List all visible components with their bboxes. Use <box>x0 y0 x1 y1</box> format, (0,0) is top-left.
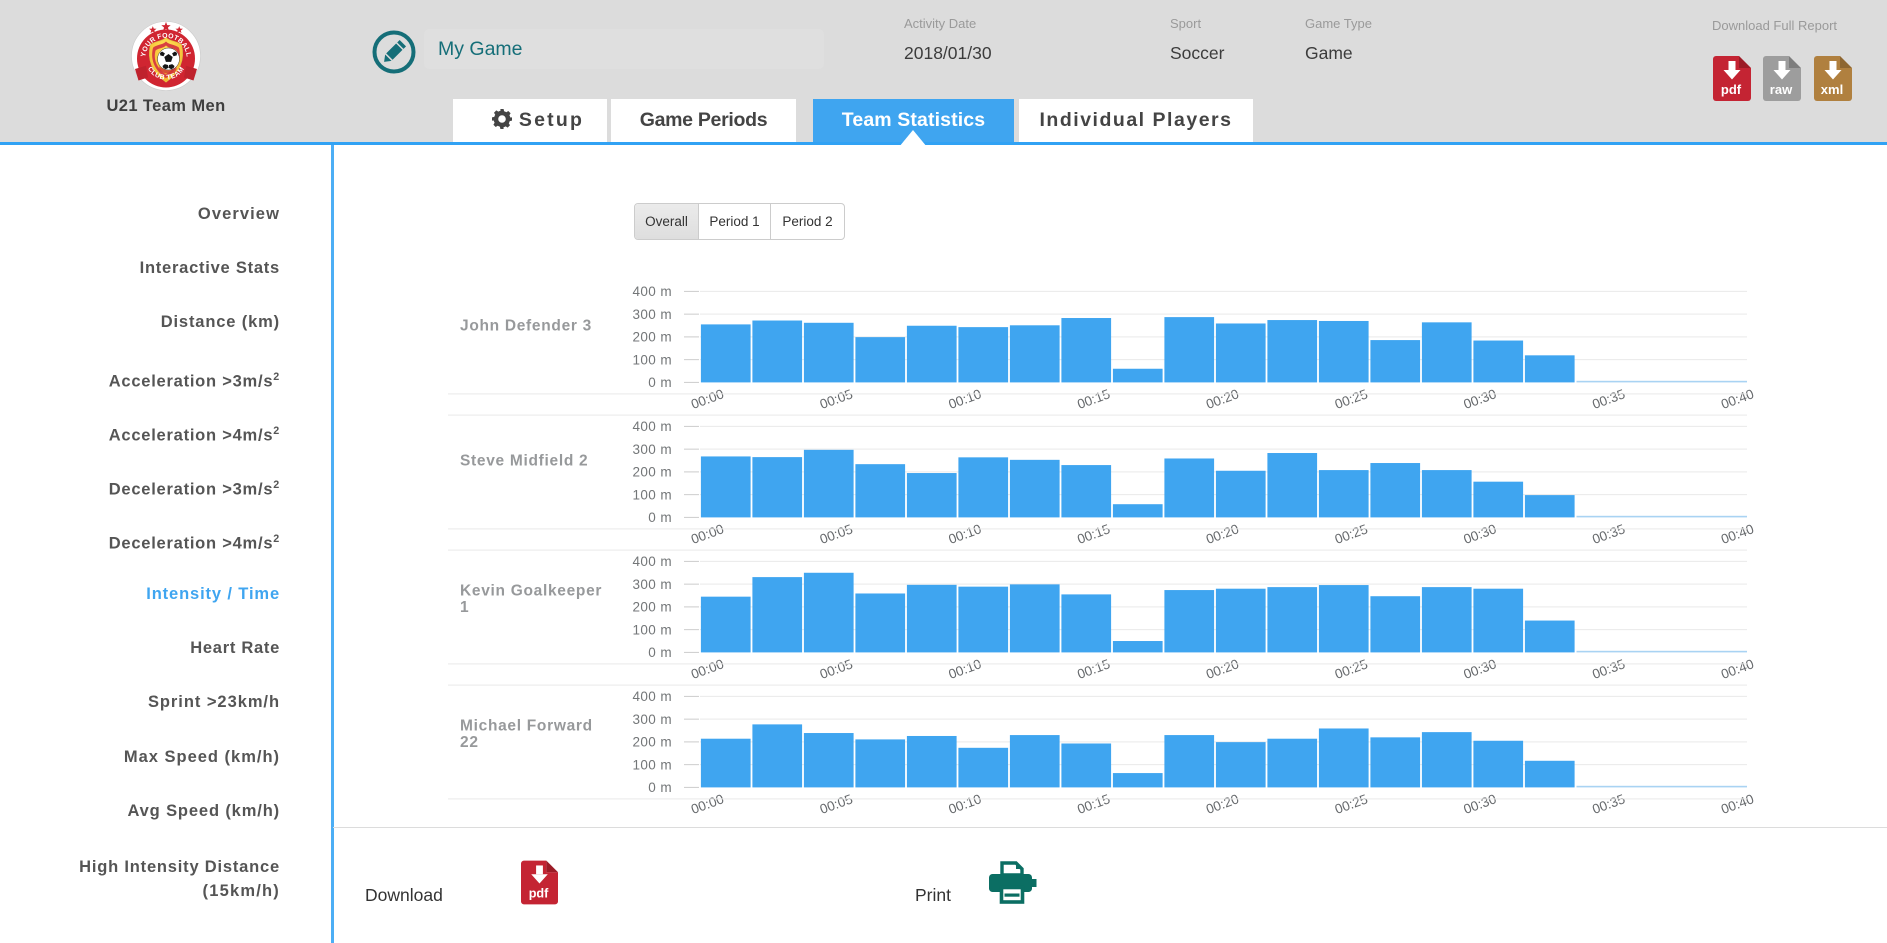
svg-text:Kevin Goalkeeper: Kevin Goalkeeper <box>460 583 602 600</box>
svg-text:00:05: 00:05 <box>818 521 855 547</box>
svg-text:400 m: 400 m <box>632 419 672 434</box>
svg-text:00:35: 00:35 <box>1590 791 1627 817</box>
svg-text:00:20: 00:20 <box>1204 656 1241 682</box>
svg-text:John Defender 3: John Defender 3 <box>460 317 592 334</box>
svg-text:00:40: 00:40 <box>1719 791 1756 817</box>
svg-text:00:15: 00:15 <box>1075 656 1112 682</box>
svg-text:00:15: 00:15 <box>1075 386 1112 412</box>
svg-text:400 m: 400 m <box>632 554 672 569</box>
svg-text:00:25: 00:25 <box>1333 521 1370 547</box>
svg-text:00:05: 00:05 <box>818 791 855 817</box>
svg-text:xml: xml <box>1821 82 1843 97</box>
svg-text:400 m: 400 m <box>632 689 672 704</box>
svg-text:00:25: 00:25 <box>1333 791 1370 817</box>
svg-text:Michael Forward: Michael Forward <box>460 718 593 735</box>
svg-text:300 m: 300 m <box>632 712 672 727</box>
svg-text:00:10: 00:10 <box>947 386 984 412</box>
svg-text:00:20: 00:20 <box>1204 791 1241 817</box>
svg-text:0 m: 0 m <box>648 780 672 795</box>
svg-text:00:40: 00:40 <box>1719 386 1756 412</box>
svg-text:100 m: 100 m <box>632 622 672 637</box>
svg-text:00:00: 00:00 <box>689 656 726 682</box>
svg-text:00:30: 00:30 <box>1462 521 1499 547</box>
svg-text:0 m: 0 m <box>648 645 672 660</box>
svg-text:100 m: 100 m <box>632 487 672 502</box>
svg-text:pdf: pdf <box>1721 82 1742 97</box>
svg-text:00:00: 00:00 <box>689 386 726 412</box>
svg-text:00:05: 00:05 <box>818 656 855 682</box>
svg-text:00:25: 00:25 <box>1333 386 1370 412</box>
svg-text:1: 1 <box>460 599 469 616</box>
svg-text:pdf: pdf <box>529 887 549 901</box>
svg-text:00:35: 00:35 <box>1590 386 1627 412</box>
svg-text:raw: raw <box>1770 82 1793 97</box>
svg-text:22: 22 <box>460 734 479 751</box>
svg-text:00:10: 00:10 <box>947 656 984 682</box>
svg-text:00:25: 00:25 <box>1333 656 1370 682</box>
svg-text:00:40: 00:40 <box>1719 521 1756 547</box>
svg-text:300 m: 300 m <box>632 442 672 457</box>
svg-text:200 m: 200 m <box>632 735 672 750</box>
svg-text:100 m: 100 m <box>632 757 672 772</box>
svg-text:00:00: 00:00 <box>689 791 726 817</box>
svg-text:00:20: 00:20 <box>1204 386 1241 412</box>
svg-text:00:15: 00:15 <box>1075 791 1112 817</box>
svg-text:300 m: 300 m <box>632 577 672 592</box>
svg-text:200 m: 200 m <box>632 330 672 345</box>
svg-text:00:15: 00:15 <box>1075 521 1112 547</box>
svg-text:00:30: 00:30 <box>1462 386 1499 412</box>
svg-text:100 m: 100 m <box>632 352 672 367</box>
svg-text:400 m: 400 m <box>632 284 672 299</box>
svg-text:00:20: 00:20 <box>1204 521 1241 547</box>
svg-text:00:35: 00:35 <box>1590 656 1627 682</box>
svg-text:200 m: 200 m <box>632 600 672 615</box>
svg-text:00:05: 00:05 <box>818 386 855 412</box>
svg-text:00:40: 00:40 <box>1719 656 1756 682</box>
svg-text:Steve Midfield 2: Steve Midfield 2 <box>460 452 588 469</box>
svg-text:00:00: 00:00 <box>689 521 726 547</box>
svg-text:00:30: 00:30 <box>1462 656 1499 682</box>
svg-text:0 m: 0 m <box>648 510 672 525</box>
svg-text:00:10: 00:10 <box>947 791 984 817</box>
svg-text:0 m: 0 m <box>648 375 672 390</box>
svg-text:200 m: 200 m <box>632 465 672 480</box>
svg-text:00:30: 00:30 <box>1462 791 1499 817</box>
svg-text:00:35: 00:35 <box>1590 521 1627 547</box>
svg-text:300 m: 300 m <box>632 307 672 322</box>
svg-text:00:10: 00:10 <box>947 521 984 547</box>
